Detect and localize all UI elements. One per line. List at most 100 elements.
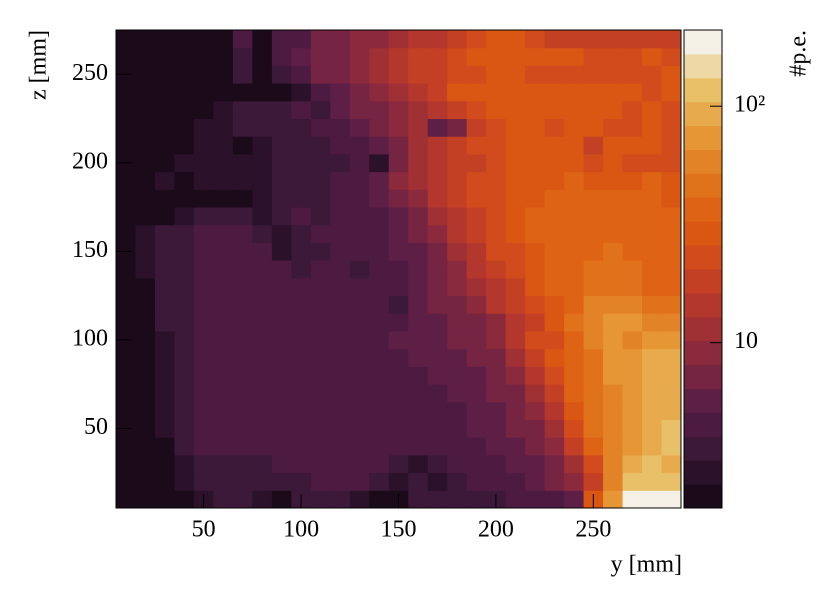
heatmap-cell xyxy=(193,295,214,314)
heatmap-cell xyxy=(447,30,468,49)
x-tick-label: 250 xyxy=(575,517,611,543)
heatmap-cell xyxy=(486,401,507,420)
heatmap-cell xyxy=(252,490,273,509)
heatmap-cell xyxy=(505,100,526,120)
heatmap-cell xyxy=(408,313,429,332)
heatmap-cell xyxy=(408,47,429,66)
heatmap-cell xyxy=(193,171,214,190)
heatmap-cell xyxy=(564,260,585,279)
heatmap-cell xyxy=(135,490,156,509)
heatmap-cell xyxy=(408,277,429,297)
heatmap-cell xyxy=(408,437,429,456)
heatmap-cell xyxy=(486,295,507,314)
heatmap-cell xyxy=(427,490,448,509)
heatmap-cell xyxy=(135,313,156,332)
heatmap-cell xyxy=(622,224,643,243)
heatmap-cell xyxy=(330,207,351,226)
heatmap-cell xyxy=(135,65,156,84)
heatmap-cell xyxy=(174,384,195,403)
heatmap-cell xyxy=(622,207,643,226)
heatmap-cell xyxy=(232,295,253,314)
heatmap-cell xyxy=(486,47,507,66)
heatmap-cell xyxy=(369,242,390,261)
heatmap-cell xyxy=(154,83,175,102)
heatmap-cell xyxy=(369,348,390,367)
heatmap-cell xyxy=(525,171,546,190)
heatmap-cell xyxy=(232,437,253,456)
heatmap-cell xyxy=(486,118,507,137)
heatmap-cell xyxy=(427,384,448,403)
heatmap-cell xyxy=(174,277,195,297)
heatmap-cell xyxy=(213,171,234,190)
heatmap-cell xyxy=(213,242,234,261)
heatmap-cell xyxy=(544,189,565,208)
heatmap-cell xyxy=(505,348,526,367)
heatmap-cell xyxy=(661,313,682,332)
heatmap-cell xyxy=(232,171,253,190)
heatmap-cell xyxy=(466,401,487,420)
heatmap-cell xyxy=(505,30,526,49)
heatmap-cell xyxy=(661,472,682,491)
heatmap-cell xyxy=(291,153,312,173)
heatmap-cell xyxy=(310,437,331,456)
heatmap-cell xyxy=(291,207,312,226)
heatmap-cell xyxy=(388,224,409,243)
heatmap-cell xyxy=(291,348,312,367)
heatmap-cell xyxy=(544,224,565,243)
heatmap-cell xyxy=(525,136,546,155)
heatmap-cell xyxy=(135,224,156,243)
heatmap-cell xyxy=(564,313,585,332)
heatmap-cell xyxy=(622,437,643,456)
heatmap-cell xyxy=(252,118,273,137)
heatmap-cell xyxy=(447,366,468,385)
heatmap-cell xyxy=(154,330,175,350)
heatmap-cell xyxy=(466,153,487,173)
heatmap-cell xyxy=(154,366,175,385)
x-tick-label: 150 xyxy=(381,517,417,543)
heatmap-cell xyxy=(603,100,624,120)
heatmap-cell xyxy=(583,295,604,314)
heatmap-cell xyxy=(525,100,546,120)
heatmap-cell xyxy=(310,330,331,350)
heatmap-cell xyxy=(135,171,156,190)
colorbar-step xyxy=(684,412,722,437)
heatmap-cell xyxy=(193,454,214,474)
heatmap-cell xyxy=(135,419,156,438)
heatmap-cell xyxy=(330,366,351,385)
heatmap-cell xyxy=(232,384,253,403)
heatmap-cell xyxy=(193,348,214,367)
heatmap-cell xyxy=(505,366,526,385)
heatmap-cell xyxy=(564,30,585,49)
heatmap-cell xyxy=(466,224,487,243)
heatmap-cell xyxy=(330,437,351,456)
heatmap-cell xyxy=(252,401,273,420)
heatmap-cell xyxy=(505,277,526,297)
heatmap-cell xyxy=(388,277,409,297)
heatmap-cell xyxy=(447,348,468,367)
heatmap-cell xyxy=(252,384,273,403)
heatmap-cell xyxy=(603,171,624,190)
heatmap-cell xyxy=(583,65,604,84)
heatmap-cell xyxy=(193,30,214,49)
heatmap-cell xyxy=(349,419,370,438)
heatmap-cell xyxy=(544,277,565,297)
x-tick-label: 50 xyxy=(192,517,216,543)
heatmap-cell xyxy=(408,419,429,438)
heatmap-cell xyxy=(466,384,487,403)
heatmap-cell xyxy=(349,207,370,226)
heatmap-cell xyxy=(564,490,585,509)
heatmap-cell xyxy=(213,419,234,438)
heatmap-cell xyxy=(544,47,565,66)
heatmap-cell xyxy=(310,189,331,208)
heatmap-cell xyxy=(544,454,565,474)
heatmap-cell xyxy=(583,330,604,350)
heatmap-cell xyxy=(271,153,292,173)
heatmap-cell xyxy=(603,260,624,279)
heatmap-cell xyxy=(388,260,409,279)
heatmap-cell xyxy=(271,472,292,491)
heatmap-cell xyxy=(369,65,390,84)
heatmap-cell xyxy=(564,83,585,102)
heatmap-cell xyxy=(408,454,429,474)
heatmap-cell xyxy=(291,136,312,155)
heatmap-cell xyxy=(271,100,292,120)
